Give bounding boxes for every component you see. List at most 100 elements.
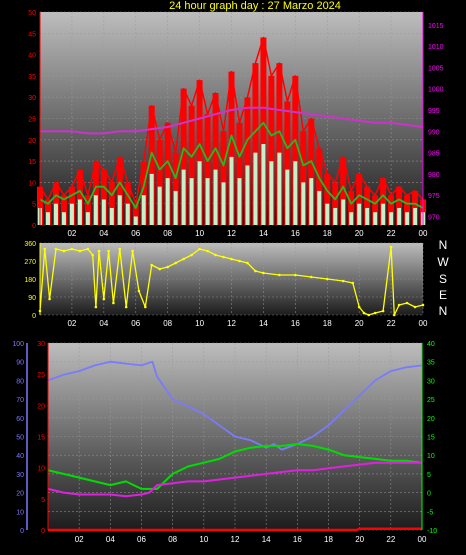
x-tick-label: 06 (131, 319, 140, 328)
direction-point (262, 271, 265, 275)
x-tick-label: 12 (231, 535, 240, 544)
wind-y-tick-label: 25 (28, 117, 36, 124)
pressure-y-tick-label: 1010 (428, 44, 444, 51)
direction-point (413, 305, 417, 309)
x-tick-label: 00 (419, 229, 428, 238)
x-tick-label: 22 (386, 535, 395, 544)
humidity-y-tick-label: 10 (16, 509, 24, 516)
direction-point (294, 273, 297, 277)
wind-y-tick-label: 0 (32, 223, 36, 230)
temperature-y-tick-label: 15 (427, 435, 435, 442)
x-tick-label: 08 (168, 535, 177, 544)
x-tick-label: 18 (323, 319, 332, 328)
direction-point (405, 301, 409, 305)
pressure-y-tick-label: 980 (428, 172, 440, 179)
direction-point (94, 305, 98, 309)
x-tick-label: 04 (106, 535, 115, 544)
direction-point (86, 247, 90, 251)
x-tick-label: 22 (387, 229, 396, 238)
direction-point (70, 247, 74, 251)
pressure-y-tick-label: 1005 (428, 65, 444, 72)
chart-title: 24 hour graph day : 27 Marzo 2024 (169, 0, 341, 12)
temperature-y-tick-label: 30 (427, 378, 435, 385)
x-tick-label: 18 (324, 535, 333, 544)
compass-label-n: N (438, 238, 448, 252)
x-tick-label: 00 (418, 535, 427, 544)
pressure-y-tick-label: 995 (428, 108, 440, 115)
pressure-y-tick-label: 985 (428, 151, 440, 158)
rain-y-tick-label: 25 (37, 372, 45, 379)
temperature-y-tick-label: 25 (427, 397, 435, 404)
compass-label-s: S (438, 272, 447, 286)
direction-point (421, 303, 425, 307)
compass-label-n2: N (438, 304, 448, 318)
x-tick-label: 02 (75, 535, 84, 544)
humidity-y-tick-label: 20 (16, 491, 24, 498)
direction-point (118, 247, 122, 251)
x-tick-label: 12 (227, 319, 236, 328)
humidity-y-tick-label: 60 (16, 416, 24, 423)
rain-y-tick-label: 0 (41, 528, 45, 535)
humidity-y-tick-label: 0 (20, 528, 24, 535)
direction-point (351, 281, 355, 285)
wind-y-tick-label: 35 (28, 74, 36, 81)
x-tick-label: 14 (259, 229, 268, 238)
wind-y-tick-label: 5 (32, 202, 36, 209)
direction-y-tick-label: 0 (32, 313, 36, 320)
x-tick-label: 10 (199, 535, 208, 544)
humidity-y-tick-label: 40 (16, 453, 24, 460)
humidity-y-tick-label: 90 (16, 360, 24, 367)
x-tick-label: 04 (99, 319, 108, 328)
pressure-y-tick-label: 1015 (428, 23, 444, 30)
wind-y-tick-label: 50 (28, 10, 36, 17)
humidity-y-tick-label: 50 (16, 435, 24, 442)
x-tick-label: 08 (163, 319, 172, 328)
x-tick-label: 00 (419, 319, 428, 328)
x-tick-label: 06 (137, 535, 146, 544)
direction-point (392, 313, 396, 317)
direction-point (357, 305, 361, 309)
humidity-y-tick-label: 80 (16, 378, 24, 385)
direction-point (389, 245, 393, 249)
direction-point (182, 257, 185, 261)
rain-y-tick-label: 20 (37, 403, 45, 410)
x-tick-label: 20 (355, 229, 364, 238)
direction-y-tick-label: 90 (28, 295, 36, 302)
direction-point (362, 311, 366, 315)
rain-y-tick-label: 30 (37, 341, 45, 348)
direction-point (166, 265, 169, 269)
direction-point (381, 309, 385, 313)
direction-point (341, 279, 345, 283)
direction-point (190, 253, 193, 257)
x-tick-label: 10 (195, 229, 204, 238)
x-tick-label: 10 (195, 319, 204, 328)
wind-pressure-series (37, 36, 426, 225)
direction-point (144, 305, 147, 309)
temperature-y-tick-label: 20 (427, 416, 435, 423)
direction-point (230, 257, 233, 261)
wind-avg-line (39, 121, 424, 209)
wind-y-tick-label: 15 (28, 159, 36, 166)
direction-point (43, 247, 47, 251)
direction-point (278, 273, 281, 277)
direction-point (91, 253, 94, 257)
direction-point (246, 261, 249, 265)
direction-point (158, 267, 161, 271)
temp-humidity-series (47, 360, 423, 532)
x-tick-label: 16 (291, 319, 300, 328)
temperature-y-tick-label: 5 (427, 472, 431, 479)
direction-point (54, 247, 58, 251)
rain-y-tick-label: 5 (41, 497, 45, 504)
rain-y-tick-label: 10 (37, 466, 45, 473)
direction-point (124, 305, 128, 309)
x-tick-label: 14 (262, 535, 271, 544)
dewpoint-line (47, 461, 422, 498)
direction-point (214, 253, 217, 257)
pressure-y-tick-label: 975 (428, 193, 440, 200)
direction-point (367, 313, 371, 317)
direction-point (102, 297, 106, 301)
wind-pressure-labels: 02 04 06 08 10 12 14 16 18 20 22 000510152025303540… (28, 10, 443, 238)
direction-point (112, 301, 115, 305)
direction-point (325, 277, 329, 281)
